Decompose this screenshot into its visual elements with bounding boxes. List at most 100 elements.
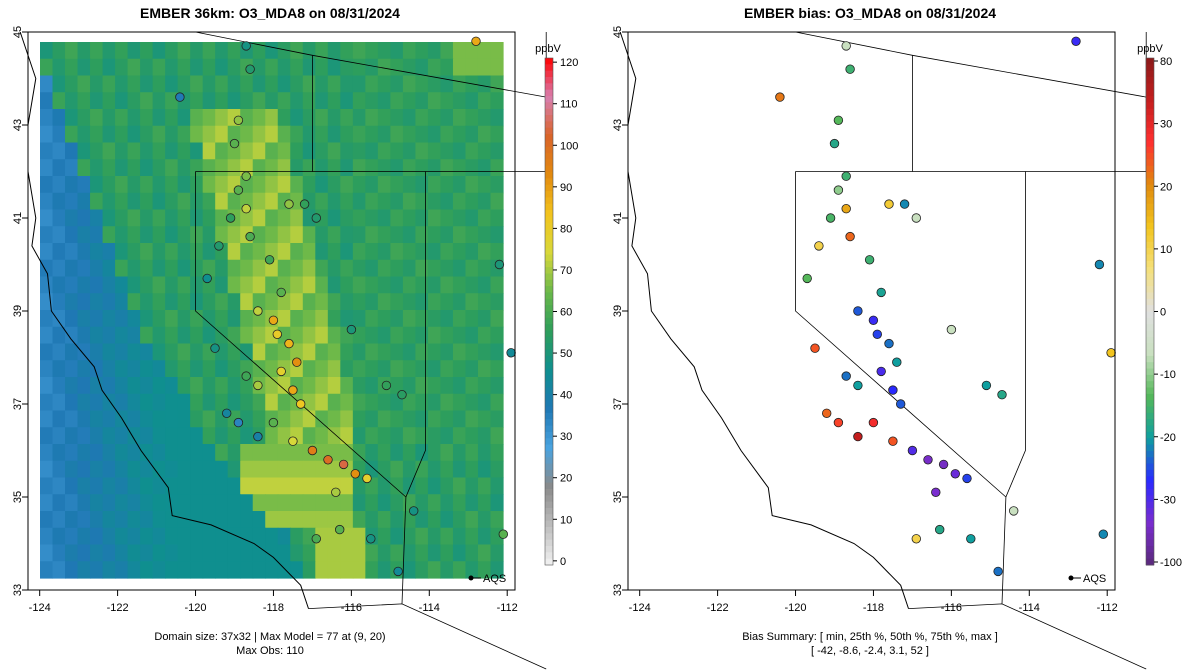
- bias-colorbar-swatch: [1146, 273, 1154, 281]
- heatmap-cell: [65, 377, 79, 395]
- heatmap-cell: [440, 109, 454, 127]
- heatmap-cell: [127, 444, 141, 462]
- bias-colorbar-swatch: [1146, 146, 1154, 154]
- heatmap-cell: [265, 460, 279, 479]
- heatmap-cell: [252, 276, 266, 294]
- heatmap-cell: [352, 477, 366, 495]
- heatmap-cell: [127, 477, 141, 495]
- heatmap-cell: [177, 42, 191, 60]
- colorbar-swatch: [545, 476, 553, 484]
- heatmap-cell: [40, 427, 54, 445]
- colorbar-tick-label: 30: [560, 431, 572, 443]
- heatmap-cell: [140, 477, 154, 495]
- heatmap-cell: [177, 377, 191, 395]
- station-marker: [814, 241, 824, 251]
- station-marker: [253, 380, 263, 391]
- heatmap-cell: [40, 125, 54, 144]
- state-border: [401, 171, 426, 604]
- heatmap-cell: [140, 410, 154, 428]
- heatmap-cell: [302, 125, 316, 144]
- heatmap-cell: [365, 360, 379, 378]
- heatmap-cell: [177, 293, 191, 311]
- station-marker: [841, 41, 851, 51]
- heatmap-cell: [40, 209, 54, 227]
- station-marker: [833, 417, 844, 428]
- heatmap-cell: [315, 511, 329, 529]
- heatmap-cell: [315, 544, 329, 562]
- heatmap-cell: [227, 393, 241, 412]
- heatmap-cell: [265, 58, 279, 77]
- heatmap-cell: [52, 75, 66, 93]
- heatmap-cell: [190, 243, 204, 261]
- heatmap-cell: [340, 427, 354, 445]
- heatmap-cell: [440, 427, 454, 445]
- heatmap-cell: [402, 377, 416, 395]
- heatmap-cell: [390, 243, 404, 261]
- station-marker: [981, 380, 992, 391]
- heatmap-cell: [227, 544, 241, 562]
- heatmap-cell: [77, 527, 91, 546]
- heatmap-cell: [127, 259, 141, 278]
- heatmap-cell: [490, 125, 504, 144]
- heatmap-cell: [115, 561, 129, 579]
- heatmap-cell: [265, 511, 279, 529]
- heatmap-cell: [127, 159, 141, 177]
- heatmap-cell: [102, 142, 116, 160]
- heatmap-cell: [165, 42, 179, 60]
- station-marker: [335, 524, 345, 535]
- heatmap-cell: [77, 42, 91, 60]
- heatmap-cell: [302, 544, 316, 562]
- x-tick-label: -122: [707, 602, 729, 614]
- heatmap-cell: [265, 142, 279, 160]
- heatmap-cell: [327, 243, 341, 261]
- bias-colorbar-swatch: [1146, 127, 1154, 135]
- heatmap-cell: [140, 561, 154, 579]
- colorbar-swatch: [545, 102, 553, 110]
- heatmap-cell: [165, 142, 179, 160]
- station-marker: [853, 431, 863, 442]
- bias-colorbar-tick-label: -30: [1160, 494, 1176, 506]
- heatmap-cell: [115, 427, 129, 445]
- heatmap-cell: [315, 393, 329, 412]
- heatmap-cell: [52, 393, 66, 412]
- heatmap-cell: [340, 494, 354, 512]
- heatmap-cell: [365, 511, 379, 529]
- heatmap-cell: [477, 293, 492, 311]
- heatmap-cell: [390, 159, 404, 177]
- heatmap-cell: [152, 125, 166, 144]
- bias-colorbar-swatch: [1146, 450, 1154, 458]
- heatmap-cell: [190, 310, 204, 328]
- colorbar-swatch: [545, 368, 553, 376]
- bias-colorbar-tick-label: -10: [1160, 369, 1176, 381]
- heatmap-cell: [215, 192, 229, 211]
- colorbar-swatch: [545, 457, 553, 465]
- x-tick-label: -116: [941, 602, 962, 614]
- heatmap-cell: [152, 460, 166, 479]
- heatmap-cell: [240, 176, 254, 194]
- heatmap-cell: [140, 75, 154, 93]
- heatmap-cell: [415, 192, 429, 211]
- colorbar-swatch: [545, 241, 553, 249]
- bias-colorbar-tick-label: 20: [1160, 181, 1172, 193]
- heatmap-cell: [415, 209, 429, 227]
- heatmap-cell: [452, 92, 467, 110]
- heatmap-cell: [390, 109, 404, 127]
- heatmap-cell: [115, 460, 129, 479]
- heatmap-cell: [477, 259, 492, 278]
- heatmap-cell: [377, 360, 391, 378]
- heatmap-cell: [165, 109, 179, 127]
- heatmap-cell: [40, 360, 54, 378]
- heatmap-cell: [165, 192, 179, 211]
- heatmap-cell: [165, 310, 179, 328]
- left-aqs-label: AQS: [483, 573, 506, 585]
- heatmap-cell: [227, 343, 241, 361]
- heatmap-cell: [365, 293, 379, 311]
- heatmap-cell: [390, 42, 404, 60]
- heatmap-cell: [90, 293, 104, 311]
- colorbar-swatch: [545, 482, 553, 490]
- heatmap-cell: [277, 494, 291, 512]
- heatmap-cell: [290, 226, 304, 244]
- heatmap-cell: [215, 159, 229, 177]
- heatmap-cell: [415, 42, 429, 60]
- heatmap-cell: [165, 544, 179, 562]
